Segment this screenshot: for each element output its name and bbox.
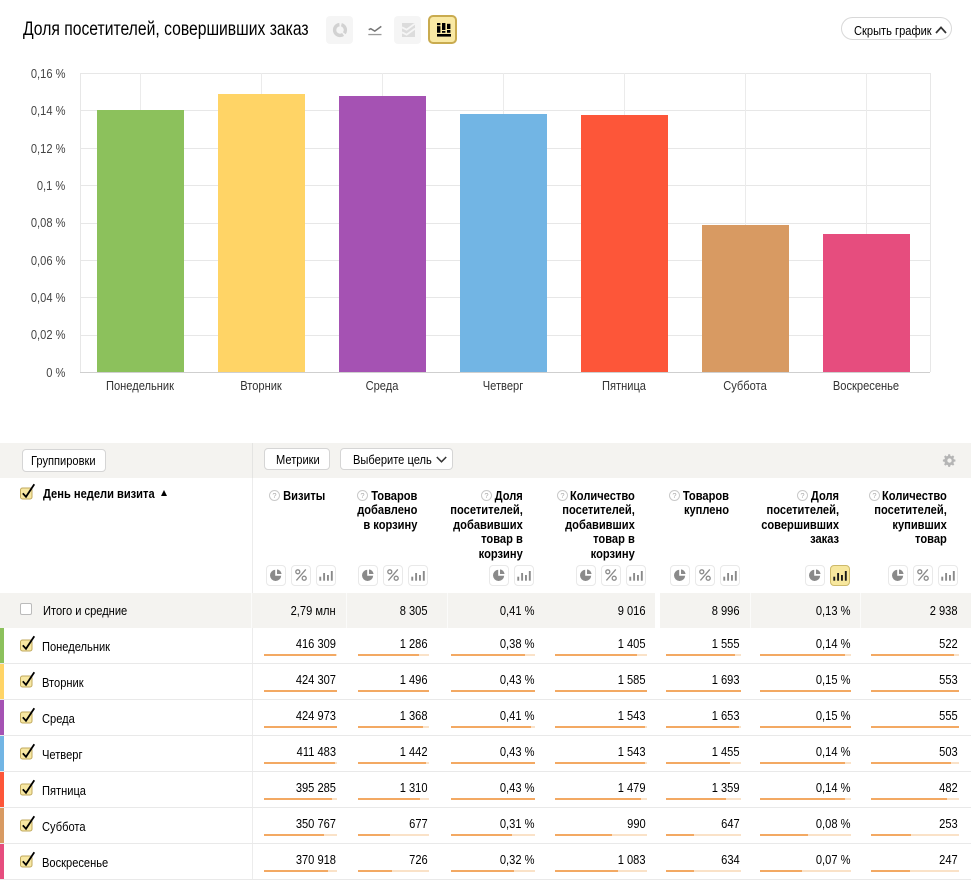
svg-text:?: ? <box>673 491 677 500</box>
svg-text:?: ? <box>872 491 876 500</box>
svg-text:?: ? <box>273 491 277 500</box>
svg-text:?: ? <box>801 491 805 500</box>
svg-text:?: ? <box>361 491 365 500</box>
svg-text:?: ? <box>560 491 564 500</box>
svg-text:?: ? <box>485 491 489 500</box>
